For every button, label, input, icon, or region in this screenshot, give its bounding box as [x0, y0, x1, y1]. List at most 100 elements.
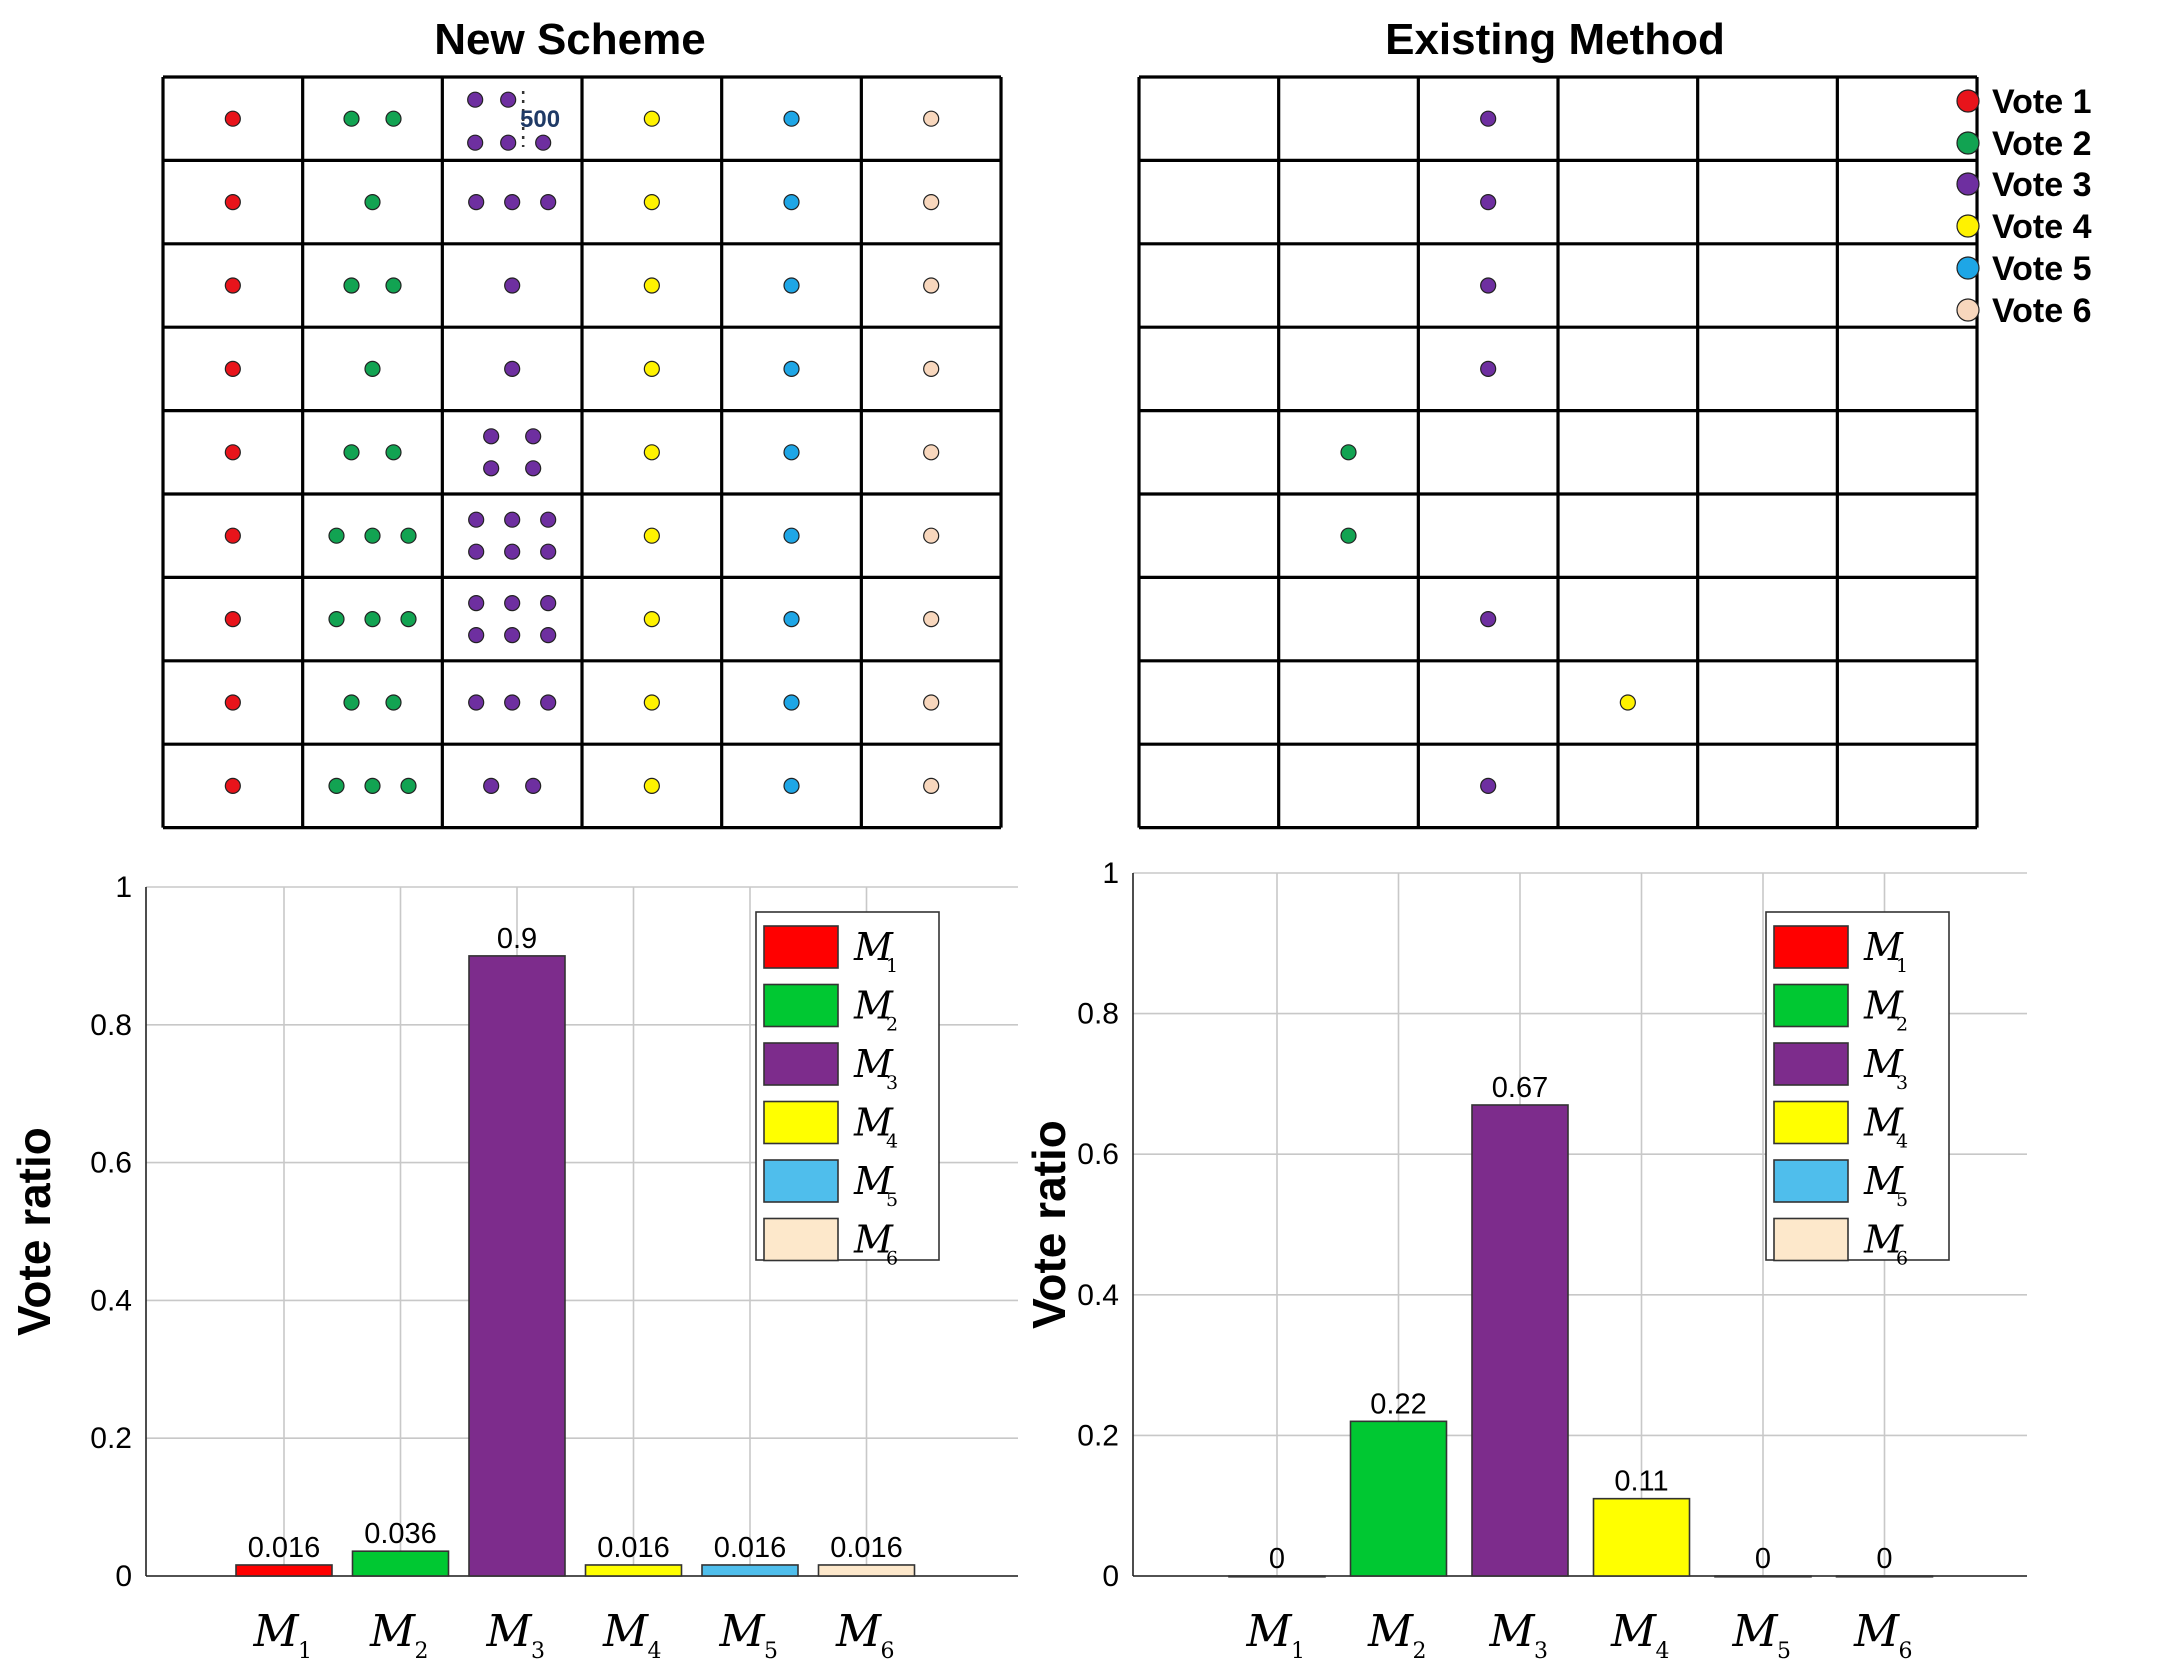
legend-entry-subscript: 5	[886, 1189, 898, 1211]
vote-dot	[468, 194, 485, 211]
vote-dot	[504, 694, 521, 711]
vote-2-label: Vote 2	[1992, 125, 2092, 163]
legend-swatch	[763, 925, 839, 969]
vote-dot	[923, 527, 940, 544]
legend-entry-label: M	[1863, 1218, 1904, 1262]
data-label: 0	[1755, 1543, 1771, 1575]
vote-dot	[643, 360, 660, 377]
y-tick-label: 0.2	[90, 1422, 132, 1455]
vote-dot	[923, 610, 940, 628]
vote-dot	[467, 134, 484, 151]
data-label: 0	[1269, 1543, 1285, 1575]
y-tick-label: 0	[1102, 1560, 1119, 1593]
vote-2-marker	[1956, 131, 1980, 155]
bar-M2	[351, 1550, 450, 1577]
data-label: 0.67	[1492, 1072, 1548, 1104]
x-tick-label: M	[835, 1606, 882, 1657]
x-tick-subscript: 6	[881, 1639, 895, 1662]
x-tick-label: M	[1488, 1606, 1535, 1657]
vote-dot	[923, 444, 940, 461]
vote-dot	[923, 360, 940, 377]
vote-dot	[643, 527, 660, 544]
vote-dot	[400, 777, 417, 795]
vote-dot	[504, 277, 521, 294]
legend-entry-subscript: 2	[886, 1014, 898, 1036]
y-tick-label: 1	[115, 871, 132, 904]
legend-swatch	[1773, 1217, 1849, 1262]
legend-entry-subscript: 4	[886, 1131, 898, 1153]
x-tick-label: M	[1731, 1606, 1778, 1657]
legend-swatch	[763, 1217, 839, 1262]
x-tick-subscript: 1	[1291, 1639, 1305, 1662]
bar-M3	[468, 955, 566, 1577]
vote-dot	[1480, 610, 1497, 628]
bar-M3	[1471, 1104, 1569, 1577]
legend-entry-subscript: 1	[886, 955, 898, 977]
vote-dot	[1619, 694, 1636, 711]
legend-entry-label: M	[1863, 1101, 1904, 1145]
vote-dot	[525, 460, 542, 477]
legend-entry-label: M	[853, 1101, 894, 1145]
vote-dot	[224, 694, 241, 711]
vote-dot	[224, 610, 241, 628]
bar-M5	[1714, 1575, 1812, 1578]
vote-6-marker	[1956, 298, 1980, 322]
vote-dot	[343, 694, 360, 711]
vote-dot	[923, 194, 940, 211]
vote-dot	[483, 428, 500, 445]
vote-dot	[504, 360, 521, 377]
legend-entry-label: M	[1863, 984, 1904, 1028]
legend-entry-label: M	[853, 925, 894, 969]
vote-dot	[643, 110, 660, 127]
legend-entry-subscript: 4	[1896, 1131, 1908, 1153]
x-tick-label: M	[1610, 1606, 1657, 1657]
legend-swatch	[763, 1100, 839, 1145]
vote-dot	[328, 777, 345, 795]
vote-dot	[468, 511, 485, 528]
legend-swatch	[763, 1159, 839, 1203]
y-tick-label: 0.8	[90, 1009, 132, 1042]
x-tick-label: M	[602, 1606, 649, 1657]
vote-dot	[224, 527, 241, 544]
vote-dot	[343, 444, 360, 461]
bar-M2	[1349, 1420, 1448, 1577]
data-label: 0.036	[364, 1518, 437, 1550]
x-tick-label: M	[485, 1606, 532, 1657]
new-scheme-vote-grid	[161, 75, 1003, 830]
legend-entry-subscript: 6	[886, 1248, 898, 1270]
vote-dot	[385, 444, 402, 461]
vote-dot	[468, 626, 485, 644]
vote-dot	[468, 694, 485, 711]
vote-dot	[224, 444, 241, 461]
y-tick-label: 0.4	[90, 1284, 132, 1317]
vote-dot	[500, 91, 517, 108]
vote-dot	[400, 527, 417, 544]
y-axis-label: Vote ratio	[8, 1127, 60, 1336]
legend-swatch	[1773, 1100, 1849, 1145]
vote-1-marker	[1956, 89, 1980, 113]
vote-dot	[1480, 777, 1497, 795]
data-label: 0.016	[714, 1532, 787, 1564]
y-tick-label: 0.8	[1077, 998, 1119, 1031]
legend-entry-subscript: 3	[886, 1072, 898, 1094]
vote-dot	[364, 777, 381, 795]
vote-dot	[540, 594, 557, 612]
vote-dot	[504, 511, 521, 528]
data-label: 0	[1876, 1543, 1892, 1575]
vote-dot	[783, 610, 800, 628]
y-tick-label: 0.6	[1077, 1138, 1119, 1171]
vote-dot	[923, 110, 940, 127]
existing-method-vote-grid	[1137, 75, 1979, 830]
vote-dot	[643, 777, 660, 795]
vote-dot	[364, 360, 381, 377]
x-tick-label: M	[1245, 1606, 1292, 1657]
bar-M5	[701, 1564, 799, 1577]
vote-dot	[540, 511, 557, 528]
vote-3-label: Vote 3	[1992, 166, 2092, 204]
data-label: 0.016	[830, 1532, 903, 1564]
legend-entry-subscript: 2	[1896, 1014, 1908, 1036]
vote-5-label: Vote 5	[1992, 250, 2092, 288]
